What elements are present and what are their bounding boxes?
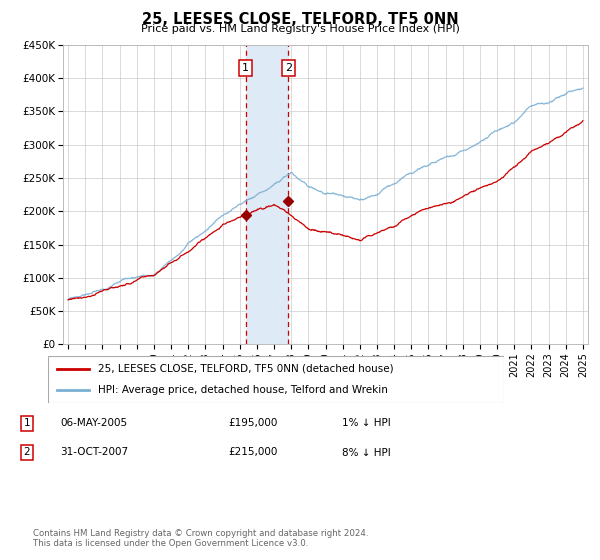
- Bar: [246, 45, 288, 344]
- Text: 1% ↓ HPI: 1% ↓ HPI: [342, 418, 391, 428]
- Text: 2: 2: [285, 63, 292, 73]
- Text: £215,000: £215,000: [228, 447, 277, 458]
- Text: This data is licensed under the Open Government Licence v3.0.: This data is licensed under the Open Gov…: [33, 539, 308, 548]
- Text: 06-MAY-2005: 06-MAY-2005: [60, 418, 127, 428]
- Text: 31-OCT-2007: 31-OCT-2007: [60, 447, 128, 458]
- Text: 8% ↓ HPI: 8% ↓ HPI: [342, 447, 391, 458]
- Text: HPI: Average price, detached house, Telford and Wrekin: HPI: Average price, detached house, Telf…: [98, 385, 388, 395]
- Text: 1: 1: [242, 63, 249, 73]
- Text: 1: 1: [23, 418, 31, 428]
- Text: £195,000: £195,000: [228, 418, 277, 428]
- Text: Contains HM Land Registry data © Crown copyright and database right 2024.: Contains HM Land Registry data © Crown c…: [33, 529, 368, 538]
- Text: 25, LEESES CLOSE, TELFORD, TF5 0NN: 25, LEESES CLOSE, TELFORD, TF5 0NN: [142, 12, 458, 27]
- Text: 2: 2: [23, 447, 31, 458]
- Text: Price paid vs. HM Land Registry's House Price Index (HPI): Price paid vs. HM Land Registry's House …: [140, 24, 460, 34]
- Text: 25, LEESES CLOSE, TELFORD, TF5 0NN (detached house): 25, LEESES CLOSE, TELFORD, TF5 0NN (deta…: [98, 364, 394, 374]
